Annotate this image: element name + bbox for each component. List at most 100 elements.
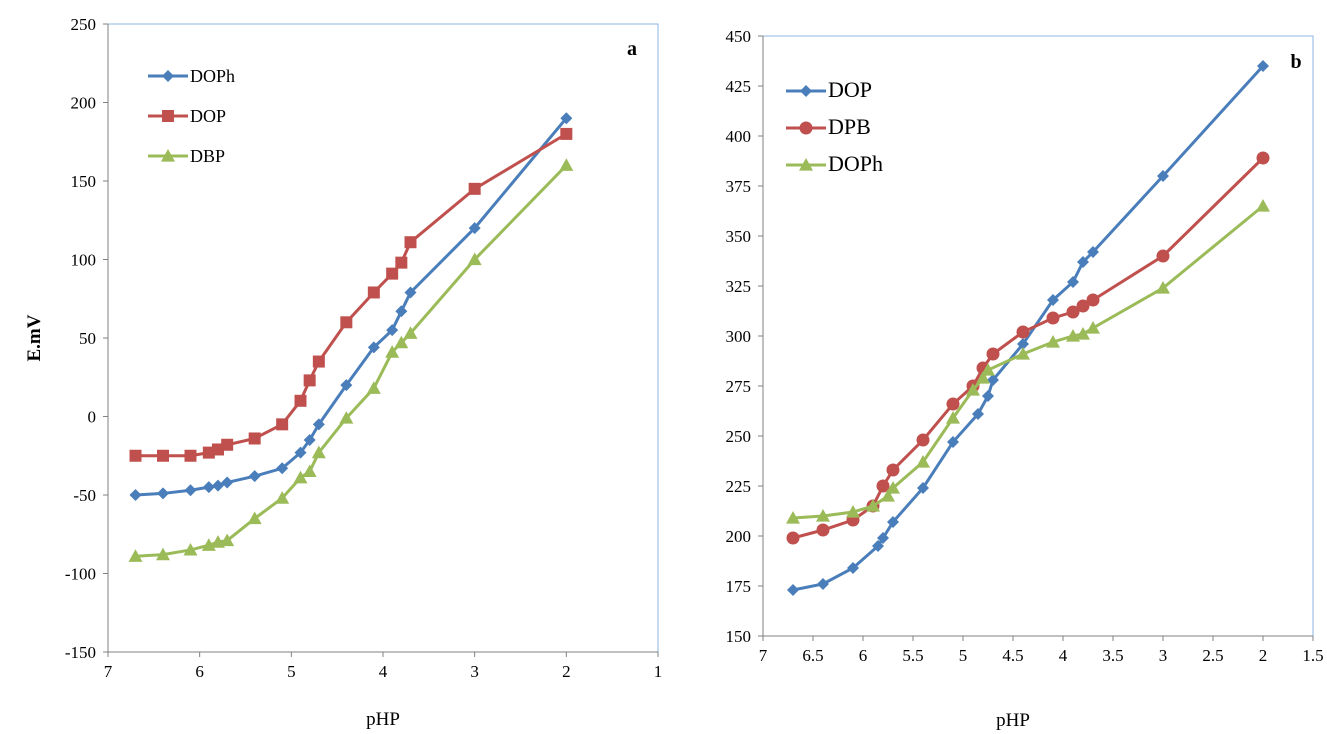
data-point bbox=[786, 511, 800, 524]
data-point bbox=[1016, 325, 1030, 339]
y-tick-label: 0 bbox=[88, 408, 97, 427]
legend-item: DPB bbox=[786, 114, 871, 139]
y-tick-label: 225 bbox=[726, 477, 752, 496]
legend-swatch-marker bbox=[162, 70, 174, 82]
y-tick-label: 100 bbox=[71, 251, 97, 270]
panel-label: b bbox=[1290, 51, 1301, 73]
x-tick-label: 4 bbox=[1059, 646, 1068, 665]
data-point bbox=[560, 112, 573, 125]
series-group bbox=[128, 112, 574, 562]
y-tick-label: -100 bbox=[65, 565, 96, 584]
data-point bbox=[202, 481, 215, 494]
data-point bbox=[394, 335, 409, 349]
y-tick-label: 175 bbox=[726, 577, 752, 596]
x-tick-label: 3 bbox=[470, 662, 479, 681]
series-line bbox=[135, 132, 568, 458]
data-point bbox=[1076, 299, 1090, 313]
y-tick-label: -150 bbox=[65, 643, 96, 662]
data-point bbox=[221, 476, 234, 489]
x-tick-label: 1.5 bbox=[1302, 646, 1323, 665]
y-tick-label: 350 bbox=[726, 227, 752, 246]
legend: DOP DPB DOPh bbox=[786, 77, 883, 176]
data-point bbox=[986, 347, 1000, 361]
legend-swatch-marker bbox=[161, 149, 175, 162]
data-point bbox=[294, 446, 307, 459]
x-tick-label: 6 bbox=[859, 646, 868, 665]
data-point bbox=[202, 446, 215, 459]
data-point bbox=[303, 374, 316, 387]
data-point bbox=[339, 411, 354, 424]
x-tick-label: 2.5 bbox=[1202, 646, 1223, 665]
data-point bbox=[886, 463, 900, 477]
series-dbp bbox=[128, 158, 574, 562]
data-point bbox=[1047, 294, 1059, 306]
data-point bbox=[404, 286, 417, 299]
data-point bbox=[340, 379, 353, 392]
data-point bbox=[887, 516, 899, 528]
data-point bbox=[987, 374, 999, 386]
data-point bbox=[982, 390, 994, 402]
data-point bbox=[881, 489, 895, 502]
data-point bbox=[386, 267, 399, 280]
data-point bbox=[367, 341, 380, 354]
data-point bbox=[976, 371, 990, 384]
series-doph bbox=[786, 199, 1270, 524]
data-point bbox=[816, 509, 830, 522]
x-tick-label: 2 bbox=[562, 662, 571, 681]
chart-panel-b: 7 6.5 6 5.5 5 4.5 4 3.5 3 2.5 2 1.5 150 175 200 225 250 2… bbox=[726, 27, 1324, 731]
data-point bbox=[916, 455, 930, 468]
legend-swatch-marker bbox=[800, 85, 812, 97]
legend-swatch-marker bbox=[162, 110, 174, 122]
x-tick-label: 5 bbox=[287, 662, 296, 681]
data-point bbox=[294, 394, 307, 407]
data-point bbox=[293, 470, 308, 484]
data-point bbox=[386, 324, 399, 337]
data-point bbox=[560, 127, 573, 140]
legend-label: DOP bbox=[828, 77, 872, 102]
series-line bbox=[135, 164, 568, 558]
data-point bbox=[302, 464, 317, 478]
data-point bbox=[877, 532, 889, 544]
data-point bbox=[275, 491, 290, 504]
data-point bbox=[303, 434, 316, 447]
legend: DOPh DOP DBP bbox=[148, 66, 235, 166]
data-point bbox=[276, 418, 289, 431]
data-point bbox=[1256, 151, 1270, 165]
series-dop bbox=[787, 60, 1269, 596]
x-tick-label: 5 bbox=[959, 646, 968, 665]
data-point bbox=[1256, 199, 1270, 212]
x-tick-label: 7 bbox=[104, 662, 113, 681]
y-tick-label: 200 bbox=[726, 527, 752, 546]
data-point bbox=[220, 533, 235, 547]
data-point bbox=[248, 432, 261, 445]
legend-swatch-marker bbox=[799, 158, 813, 171]
y-tick-label: 200 bbox=[71, 94, 97, 113]
data-point bbox=[340, 316, 353, 329]
x-tick-label: 3.5 bbox=[1102, 646, 1123, 665]
data-point bbox=[1156, 281, 1170, 294]
x-tick-label: 4 bbox=[379, 662, 388, 681]
x-axis-title: pHP bbox=[366, 709, 400, 730]
legend-item: DOP bbox=[148, 106, 226, 126]
x-tick-label: 7 bbox=[759, 646, 768, 665]
data-point bbox=[128, 549, 143, 562]
data-point bbox=[156, 547, 170, 561]
axis-ticks: 7 6.5 6 5.5 5 4.5 4 3.5 3 2.5 2 1.5 150 175 200 225 250 2… bbox=[726, 27, 1324, 665]
data-point bbox=[1046, 311, 1060, 325]
x-tick-label: 6 bbox=[195, 662, 204, 681]
y-tick-label: 400 bbox=[726, 127, 752, 146]
data-point bbox=[129, 489, 142, 501]
data-point bbox=[221, 438, 234, 451]
data-point bbox=[248, 470, 261, 483]
data-point bbox=[403, 326, 418, 339]
legend-item: DBP bbox=[148, 146, 225, 166]
legend-item: DOPh bbox=[148, 66, 235, 86]
data-point bbox=[1157, 170, 1169, 182]
legend-swatch-marker bbox=[799, 121, 813, 135]
data-point bbox=[312, 418, 325, 431]
data-point bbox=[311, 445, 326, 459]
y-tick-label: 275 bbox=[726, 377, 752, 396]
data-point bbox=[467, 252, 482, 266]
y-tick-label: 375 bbox=[726, 177, 752, 196]
y-axis-title: E.mV bbox=[24, 314, 45, 361]
